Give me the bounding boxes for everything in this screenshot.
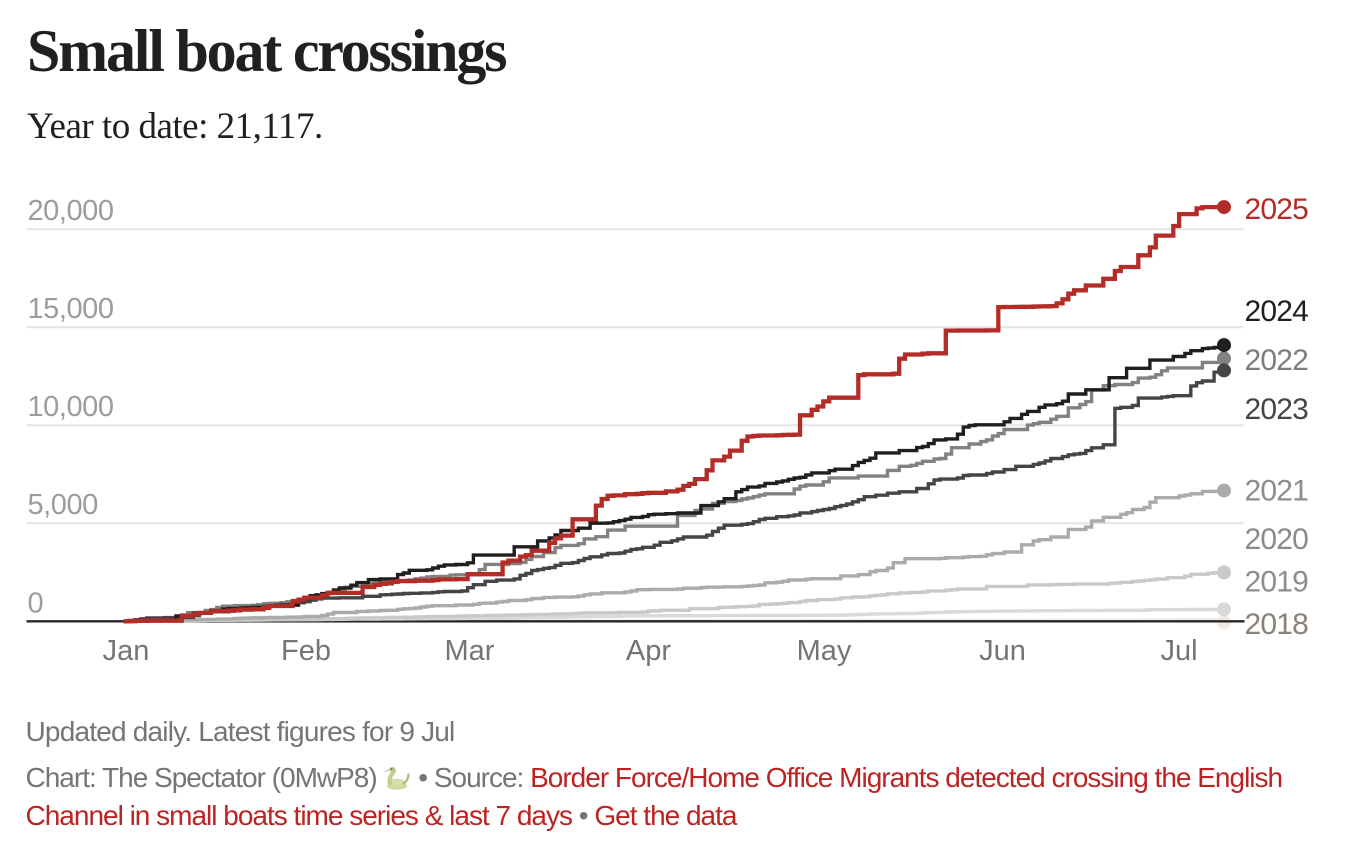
svg-text:20,000: 20,000 [28,195,114,227]
svg-text:Apr: Apr [626,635,671,667]
svg-text:2020: 2020 [1245,523,1309,556]
svg-text:15,000: 15,000 [28,293,114,325]
svg-text:2023: 2023 [1245,393,1309,426]
svg-text:Feb: Feb [281,635,331,667]
svg-text:10,000: 10,000 [28,391,114,423]
svg-text:Mar: Mar [445,635,495,667]
svg-text:Jun: Jun [979,635,1026,667]
svg-text:2019: 2019 [1245,566,1309,599]
svg-text:2022: 2022 [1245,344,1309,377]
svg-text:2018: 2018 [1245,608,1309,641]
svg-text:Jan: Jan [103,635,150,667]
svg-text:2025: 2025 [1245,193,1309,226]
svg-text:2024: 2024 [1245,295,1309,328]
svg-text:Jul: Jul [1160,635,1197,667]
svg-text:May: May [797,635,852,667]
svg-text:5,000: 5,000 [28,489,98,521]
svg-text:2021: 2021 [1245,475,1309,508]
svg-text:0: 0 [28,587,44,619]
